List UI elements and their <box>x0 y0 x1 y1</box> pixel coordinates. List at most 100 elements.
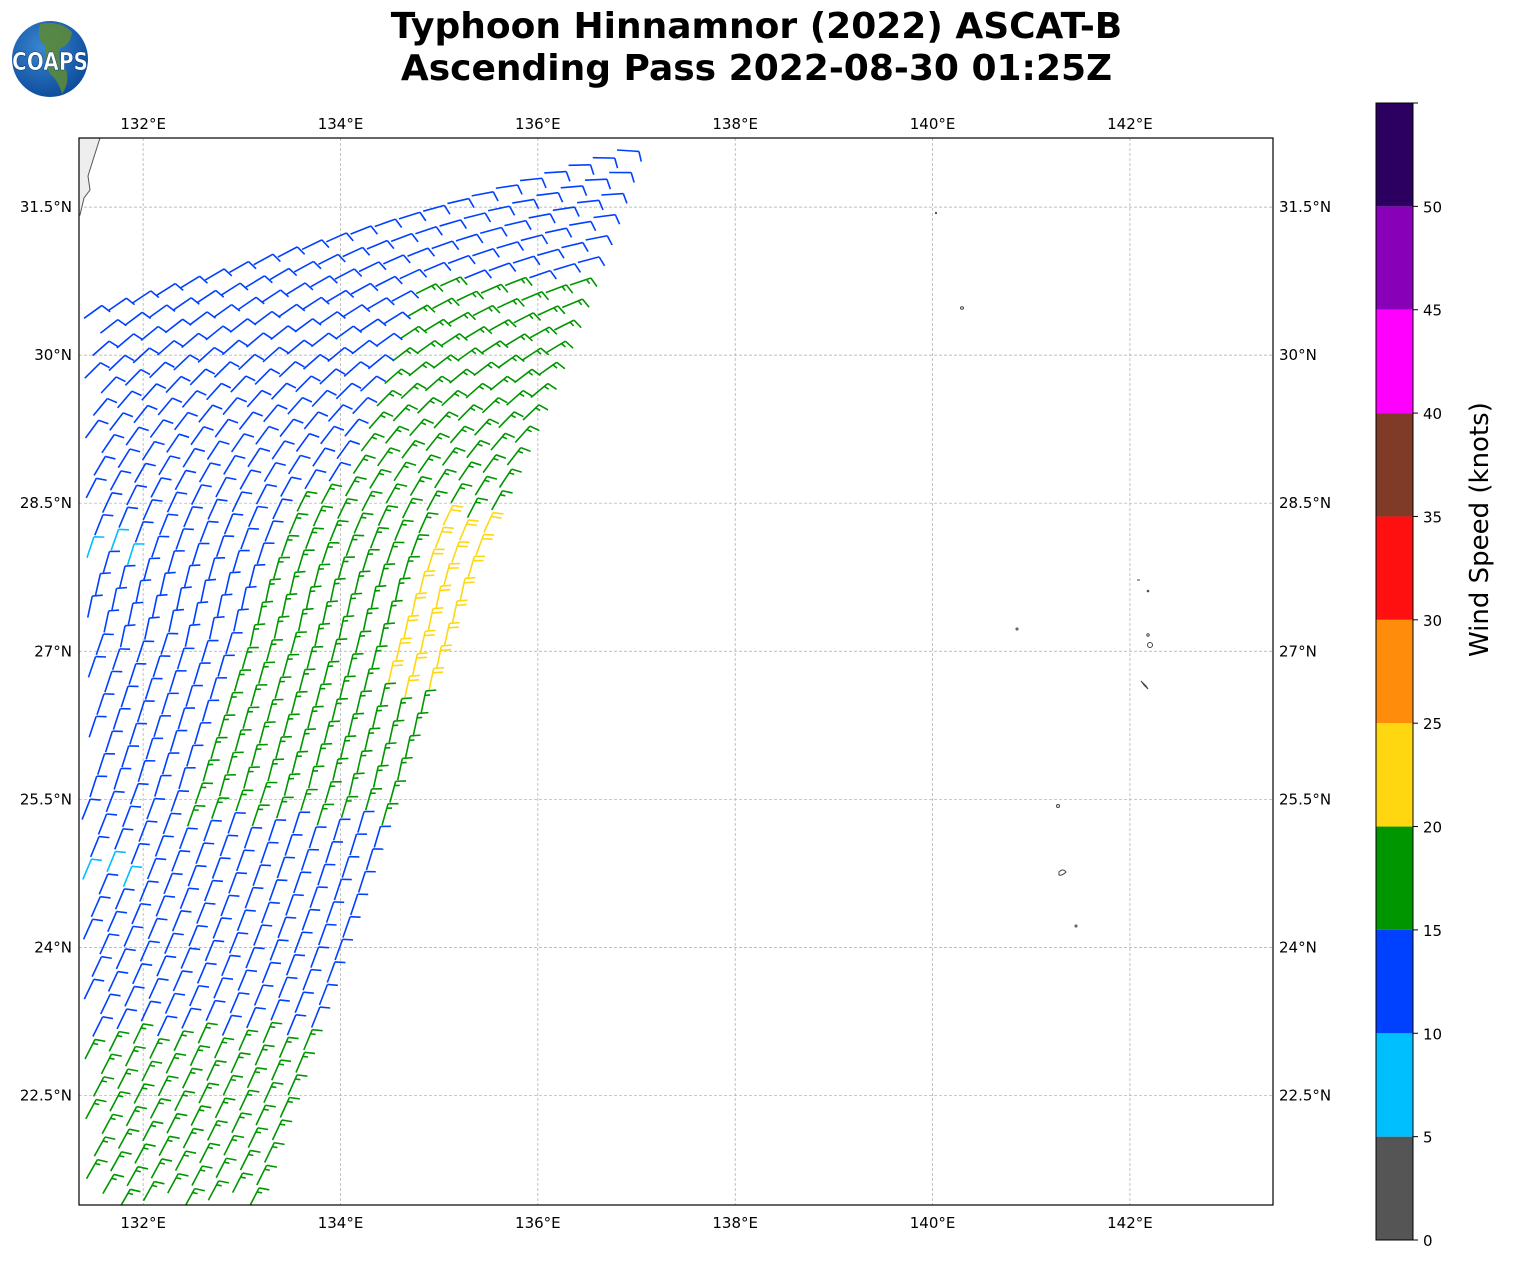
barb-full <box>377 704 389 708</box>
colorbar-bin <box>1376 206 1413 310</box>
barb-staff <box>176 648 185 670</box>
barb-full <box>122 412 134 418</box>
wind-barb <box>270 999 290 1021</box>
barb-staff <box>553 262 575 271</box>
barb-full <box>402 311 412 320</box>
barb-staff <box>285 282 306 296</box>
barb-full <box>345 735 357 738</box>
wind-barb <box>246 332 273 348</box>
barb-full <box>361 690 372 693</box>
wind-barb <box>419 569 436 593</box>
barb-staff <box>288 513 299 535</box>
wind-barb <box>404 734 421 758</box>
wind-barb <box>231 491 253 513</box>
barb-staff <box>205 1000 216 1022</box>
barb-half <box>158 1102 164 1105</box>
barb-staff <box>114 828 124 850</box>
wind-barb <box>239 469 262 490</box>
barb-staff <box>386 601 394 624</box>
wind-barb <box>412 711 429 736</box>
wind-barb <box>202 759 220 782</box>
barb-staff <box>463 212 486 220</box>
barb-staff <box>233 669 242 692</box>
barb-staff <box>101 492 113 514</box>
barb-full <box>392 664 403 667</box>
barb-staff <box>156 955 167 977</box>
barb-full <box>166 304 176 313</box>
wind-barb <box>136 640 155 663</box>
wind-barb <box>139 940 160 962</box>
barb-full <box>396 483 408 488</box>
barb-staff <box>382 254 404 265</box>
wind-barb <box>416 340 444 355</box>
barb-full <box>173 932 184 936</box>
barb-staff <box>189 311 208 326</box>
barb-full <box>351 592 363 596</box>
barb-full <box>214 615 225 619</box>
barb-staff <box>206 440 221 461</box>
barb-staff <box>117 1128 130 1149</box>
wind-barb <box>399 268 428 280</box>
barb-full <box>492 304 501 314</box>
wind-barb <box>217 654 235 677</box>
barb-full <box>457 599 468 602</box>
wind-barb <box>100 1053 122 1075</box>
wind-barb <box>117 1128 140 1149</box>
barb-staff <box>291 751 299 774</box>
barb-staff <box>156 282 176 297</box>
wind-barb <box>424 375 452 392</box>
barb-full <box>130 1188 141 1193</box>
barb-staff <box>101 1113 114 1135</box>
barb-staff <box>456 347 476 362</box>
wind-barb <box>199 520 219 543</box>
barb-full <box>407 619 419 622</box>
barb-full <box>492 248 500 258</box>
barb-staff <box>428 668 435 691</box>
wind-barb <box>104 670 123 693</box>
barb-staff <box>357 811 365 833</box>
barb-full <box>458 333 468 341</box>
barb-half <box>496 285 501 291</box>
barb-staff <box>140 1000 152 1022</box>
barb-full <box>390 447 401 452</box>
wind-barb <box>296 490 318 512</box>
barb-half <box>454 392 460 397</box>
barb-staff <box>248 506 259 527</box>
barb-staff <box>498 468 513 488</box>
barb-staff <box>186 745 194 767</box>
barb-staff <box>257 662 266 684</box>
barb-half <box>150 1124 157 1128</box>
barb-staff <box>126 484 138 506</box>
barb-half <box>447 299 453 305</box>
barb-staff <box>195 842 205 864</box>
wind-barb <box>129 782 149 805</box>
wind-barb <box>256 1164 278 1186</box>
barb-staff <box>207 1180 220 1201</box>
wind-barb <box>384 425 410 444</box>
wind-barb <box>334 938 354 961</box>
barb-staff <box>346 594 353 616</box>
barb-staff <box>426 549 435 571</box>
barb-staff <box>253 924 263 946</box>
barb-staff <box>353 512 364 534</box>
barb-staff <box>319 368 337 385</box>
barb-staff <box>167 550 176 573</box>
barb-staff <box>102 551 111 573</box>
lat-tick-label-left: 31.5°N <box>20 198 72 216</box>
barb-staff <box>89 775 98 798</box>
barb-full <box>286 382 297 389</box>
barb-staff <box>347 713 355 736</box>
barb-staff <box>281 594 288 617</box>
barb-staff <box>411 653 419 676</box>
barb-full <box>489 418 500 425</box>
colorbar-bin <box>1376 1033 1413 1137</box>
barb-full <box>215 289 225 298</box>
barb-full <box>169 455 181 460</box>
barb-staff <box>167 1173 179 1194</box>
barb-staff <box>121 805 132 828</box>
wind-barb <box>303 1028 323 1051</box>
barb-full <box>309 908 321 911</box>
barb-staff <box>459 578 466 601</box>
wind-barb <box>167 550 185 573</box>
wind-barb <box>93 455 116 476</box>
